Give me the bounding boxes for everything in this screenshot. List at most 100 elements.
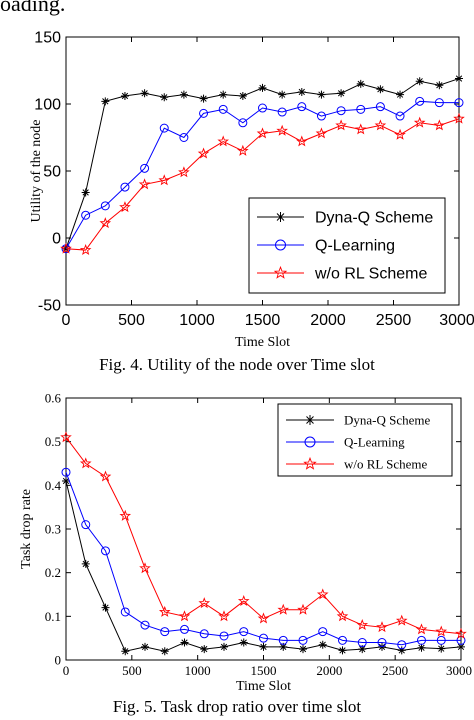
y-tick-label: 150 (34, 30, 61, 47)
data-point-marker (417, 635, 426, 645)
data-point-marker (101, 97, 110, 106)
series-q-learning (61, 96, 464, 254)
data-point-marker (276, 124, 288, 136)
x-tick-label: 2500 (382, 663, 408, 678)
legend-entry: w/o RL Scheme (286, 457, 428, 472)
y-tick-label: 0.6 (45, 391, 62, 406)
series-line (65, 100, 459, 249)
legend-swatch-marker (275, 239, 286, 251)
data-point-marker (140, 163, 150, 173)
data-point-marker (140, 89, 149, 98)
data-point-marker (158, 605, 171, 617)
data-point-marker (81, 559, 90, 568)
data-point-marker (140, 620, 150, 630)
data-point-marker (79, 457, 92, 469)
legend-swatch-marker (303, 456, 317, 470)
data-point-marker (100, 201, 110, 211)
data-point-marker (374, 119, 387, 131)
data-point-marker (219, 90, 228, 99)
data-point-marker (455, 627, 467, 639)
data-point-marker (397, 646, 406, 655)
data-point-marker (199, 629, 209, 639)
utility-chart: 0 500 1000 1500 2000 2500 3000-50050100150Time… (29, 30, 474, 350)
data-point-marker (415, 96, 425, 106)
y-tick-label: 0.3 (45, 522, 61, 537)
x-tick-label: 2000 (316, 663, 342, 678)
y-tick-label: 50 (43, 164, 61, 181)
data-point-marker (61, 467, 71, 477)
data-point-marker (394, 128, 406, 140)
data-point-marker (160, 93, 169, 102)
data-point-marker (197, 147, 210, 159)
y-tick-label: 100 (34, 97, 61, 114)
data-point-marker (259, 642, 268, 651)
data-point-marker (101, 603, 110, 612)
x-tick-label: 2000 (310, 312, 346, 329)
data-point-marker (178, 166, 190, 178)
x-tick-label: 0 (62, 312, 71, 329)
data-point-marker (219, 631, 229, 641)
data-point-marker (337, 89, 346, 98)
data-point-marker (256, 127, 269, 139)
legend-swatch-marker (304, 436, 316, 448)
legend-label: Q-Learning (344, 435, 405, 450)
data-point-marker (336, 610, 349, 622)
x-tick-label: 1000 (185, 663, 211, 678)
data-point-marker (358, 645, 367, 654)
y-tick-label: -50 (38, 298, 61, 315)
data-point-marker (60, 431, 72, 443)
y-tick-label: 0 (55, 653, 62, 668)
data-point-marker (60, 242, 72, 254)
data-point-marker (454, 98, 464, 108)
series-line (65, 436, 462, 635)
legend-label: Dyna-Q Scheme (344, 413, 431, 428)
data-point-marker (217, 135, 229, 147)
x-axis-label: Time Slot (235, 335, 290, 350)
x-tick-label: 3000 (446, 663, 472, 678)
legend-label: Q-Learning (315, 238, 395, 255)
data-point-marker (356, 618, 369, 630)
data-point-marker (120, 182, 130, 192)
data-point-marker (199, 94, 208, 103)
data-point-marker (81, 210, 91, 220)
data-point-marker (179, 133, 189, 142)
data-point-marker (99, 217, 112, 229)
data-point-marker (336, 106, 346, 116)
data-point-marker (218, 610, 230, 622)
data-point-marker (180, 624, 189, 634)
data-point-marker (436, 635, 446, 645)
data-point-marker (357, 638, 367, 648)
data-point-marker (220, 642, 228, 651)
data-point-marker (218, 104, 228, 114)
preceding-text-fragment: oading. (0, 0, 66, 16)
data-point-marker (258, 83, 267, 92)
x-tick-label: 1000 (179, 312, 215, 329)
fig5-caption: Fig. 5. Task drop ratio over time slot (112, 697, 362, 716)
data-point-marker (335, 119, 347, 131)
data-point-marker (239, 627, 249, 637)
series-w-o-rl-scheme (60, 431, 467, 639)
data-point-marker (277, 107, 287, 117)
legend-entry: Dyna-Q Scheme (286, 413, 431, 428)
data-point-marker (395, 614, 408, 626)
data-point-marker (415, 77, 424, 86)
series-w-o-rl-scheme (60, 112, 465, 255)
data-point-marker (376, 621, 388, 633)
data-point-marker (237, 144, 249, 156)
data-point-marker (200, 645, 209, 654)
legend-entry: Dyna-Q Scheme (257, 210, 433, 227)
data-point-marker (119, 201, 131, 213)
data-point-marker (413, 116, 426, 128)
x-tick-label: 3000 (439, 312, 474, 329)
data-point-marker (338, 646, 347, 655)
data-point-marker (433, 119, 446, 131)
data-point-marker (259, 633, 268, 643)
data-point-marker (119, 509, 132, 521)
data-point-marker (99, 470, 112, 482)
data-point-marker (159, 123, 169, 133)
data-point-marker (298, 635, 308, 645)
series-line (65, 480, 462, 652)
data-point-marker (376, 85, 385, 94)
data-point-marker (180, 638, 189, 647)
data-point-marker (396, 90, 405, 99)
